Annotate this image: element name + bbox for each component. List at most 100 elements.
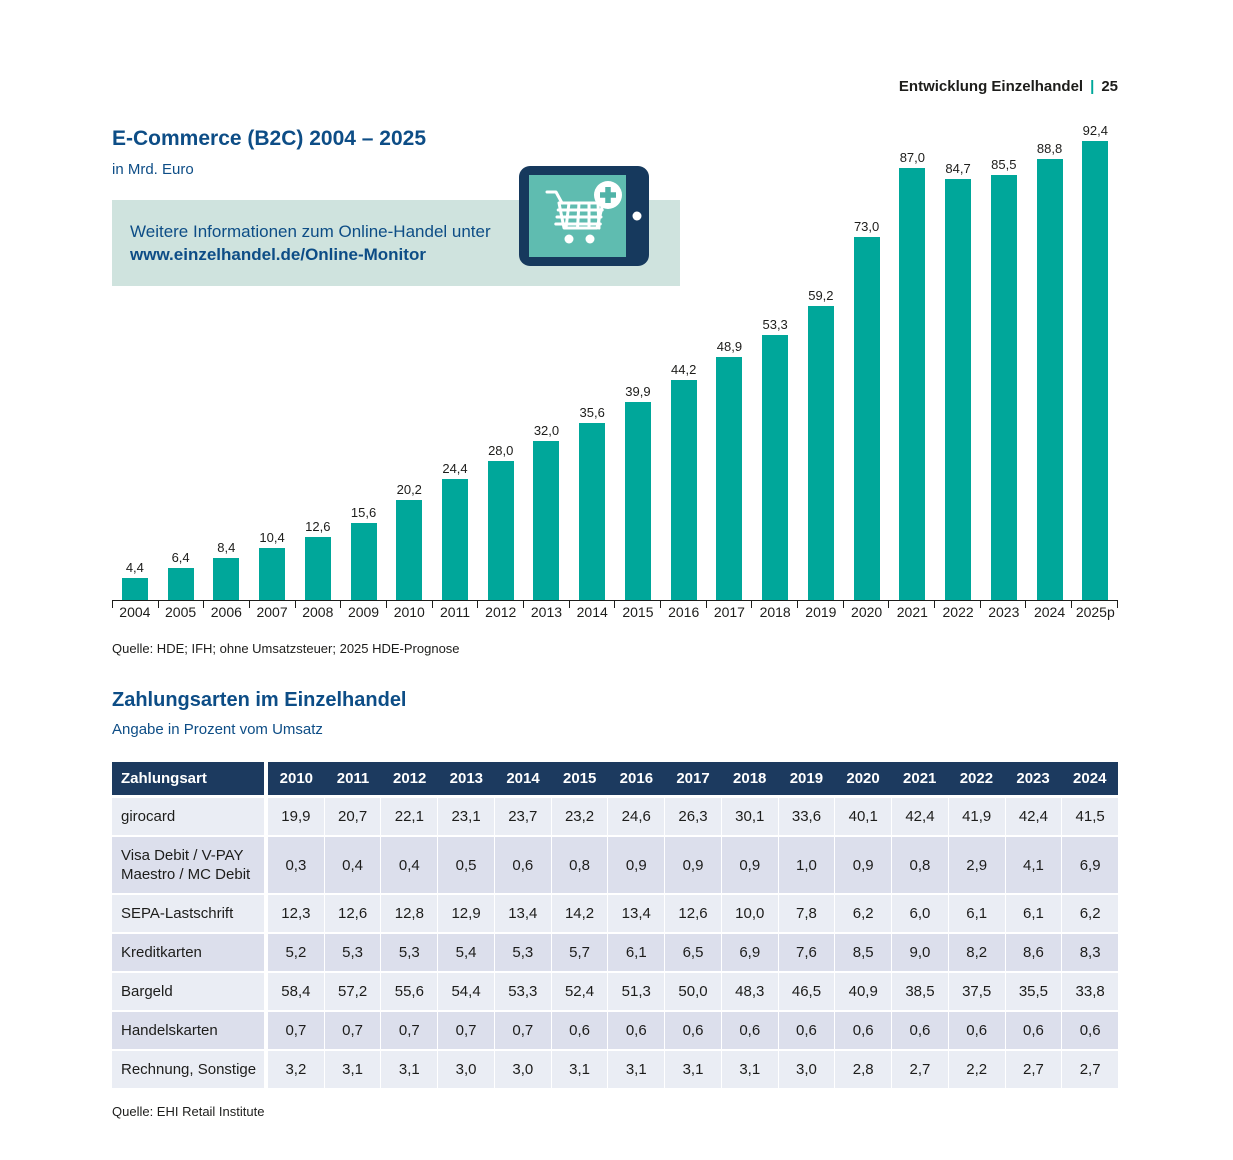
- bar-value-label: 4,4: [125, 560, 144, 576]
- bar-slot: 48,9: [707, 339, 753, 600]
- axis-tick: [888, 601, 890, 608]
- table-cell: 23,2: [552, 798, 609, 835]
- table-cell: 53,3: [495, 973, 552, 1010]
- table-cell: 58,4: [268, 973, 325, 1010]
- table-cell: 38,5: [892, 973, 949, 1010]
- x-axis-label: 2019: [805, 604, 837, 620]
- table-row: Visa Debit / V-PAY Maestro / MC Debit 0,3…: [112, 837, 1118, 895]
- table-cell: 54,4: [438, 973, 495, 1010]
- bar: [213, 558, 240, 600]
- table-cell: 0,7: [438, 1012, 495, 1049]
- table-cell: 2,8: [835, 1051, 893, 1088]
- table-cell: 55,6: [381, 973, 439, 1010]
- axis-tick: [1025, 601, 1027, 608]
- table-cell: 0,5: [438, 837, 495, 893]
- table-cell: 46,5: [779, 973, 836, 1010]
- axis-tick: [203, 601, 205, 608]
- bar-value-label: 20,2: [396, 481, 422, 497]
- bar-slot: 32,0: [524, 423, 570, 600]
- bar-slot: 12,6: [295, 519, 341, 600]
- x-axis-label: 2021: [896, 604, 928, 620]
- chart-title: E-Commerce (B2C) 2004 – 2025: [112, 127, 426, 150]
- table-cell: 0,6: [552, 1012, 609, 1049]
- table-cell: 6,9: [1079, 856, 1101, 874]
- table-cell: 50,0: [665, 973, 722, 1010]
- axis-tick: [842, 601, 844, 608]
- row-label: SEPA-Lastschrift: [112, 895, 268, 932]
- table-cell: 51,3: [608, 973, 666, 1010]
- column-header-year: 2013: [449, 770, 484, 787]
- table-cell: 0,4: [381, 837, 439, 893]
- bar-value-label: 59,2: [808, 287, 834, 303]
- table-cell: 26,3: [665, 798, 722, 835]
- table-cell: 3,2: [268, 1051, 325, 1088]
- table-cell: 6,2: [835, 895, 893, 932]
- column-header-year: 2019: [789, 770, 824, 787]
- table-cell: 13,4: [495, 895, 552, 932]
- axis-tick: [157, 601, 159, 608]
- bar-value-label: 84,7: [945, 161, 971, 176]
- bar-value-label: 73,0: [853, 219, 880, 235]
- table-cell: 3,0: [779, 1051, 836, 1088]
- bar: [945, 179, 972, 600]
- bar-value-label: 24,4: [442, 460, 468, 476]
- table-cell: 33,6: [779, 798, 836, 835]
- axis-tick: [340, 601, 342, 608]
- table-cell: 3,1: [722, 1051, 779, 1088]
- table-cell: 0,6: [495, 837, 552, 893]
- x-axis-label: 2024: [1033, 604, 1066, 620]
- table-cell: 0,8: [892, 837, 949, 893]
- bar: [807, 305, 834, 600]
- table-cell: 2,9: [949, 837, 1006, 893]
- table-cell: 37,5: [949, 973, 1006, 1010]
- bar-slot: 59,2: [798, 288, 844, 600]
- bar: [167, 568, 194, 600]
- axis-tick: [477, 601, 479, 608]
- table-cell: 40,1: [835, 798, 893, 835]
- table-row: Rechnung, Sonstige 3,2 3,1 3,1 3,0 3,0 3,1 3,1 3…: [112, 1051, 1118, 1090]
- page-header-section: Entwicklung Einzelhandel: [898, 78, 1084, 95]
- table-cell: 5,3: [495, 934, 552, 971]
- table-cell: 42,4: [1006, 798, 1063, 835]
- table-cell: 7,8: [779, 895, 836, 932]
- table-subtitle: Angabe in Prozent vom Umsatz: [112, 721, 323, 738]
- bar: [533, 441, 560, 600]
- column-header-label: Zahlungsart: [112, 762, 268, 795]
- table-cell: 0,3: [268, 837, 325, 893]
- table-cell: 6,0: [892, 895, 949, 932]
- axis-tick: [431, 601, 433, 608]
- table-cell: 40,9: [835, 973, 893, 1010]
- column-header-year: 2014: [506, 770, 540, 787]
- bar-chart-plot: 4,4 6,4 8,4 10,4 12,6 15,6 20,2 24,4 28,0 32,0 35,…: [112, 108, 1118, 600]
- table-cell: 12,6: [665, 895, 722, 932]
- table-cell: 14,2: [552, 895, 609, 932]
- table-cell: 0,6: [722, 1012, 779, 1049]
- axis-tick: [751, 601, 753, 608]
- bar-slot: 44,2: [661, 362, 707, 600]
- bar: [1082, 140, 1109, 600]
- bar-slot: 73,0: [844, 219, 890, 600]
- bar-value-label: 53,3: [762, 317, 788, 333]
- table-cell: 12,6: [325, 895, 382, 932]
- table-cell: 13,4: [608, 895, 666, 932]
- table-cell: 6,9: [722, 934, 779, 971]
- bar-slot: 85,5: [981, 157, 1027, 600]
- row-label: Bargeld: [112, 973, 268, 1010]
- table-cell: 8,5: [835, 934, 893, 971]
- table-cell: 3,0: [495, 1051, 552, 1088]
- table-cell: 12,8: [381, 895, 439, 932]
- bar: [396, 499, 423, 600]
- table-cell: 41,9: [949, 798, 1006, 835]
- column-header-year: 2017: [676, 770, 710, 787]
- table-cell: 0,9: [608, 837, 666, 893]
- table-cell: 0,8: [552, 837, 609, 893]
- row-label: Visa Debit / V-PAY Maestro / MC Debit: [112, 837, 268, 893]
- row-label: Rechnung, Sonstige: [112, 1051, 268, 1088]
- bar: [259, 548, 286, 600]
- bar-value-label: 44,2: [671, 362, 697, 378]
- x-axis-label: 2006: [210, 604, 242, 620]
- infobox-link[interactable]: www.einzelhandel.de/Online-Monitor: [130, 244, 426, 264]
- axis-tick: [249, 601, 251, 608]
- table-cell: 41,5: [1075, 808, 1105, 825]
- bar: [579, 423, 606, 600]
